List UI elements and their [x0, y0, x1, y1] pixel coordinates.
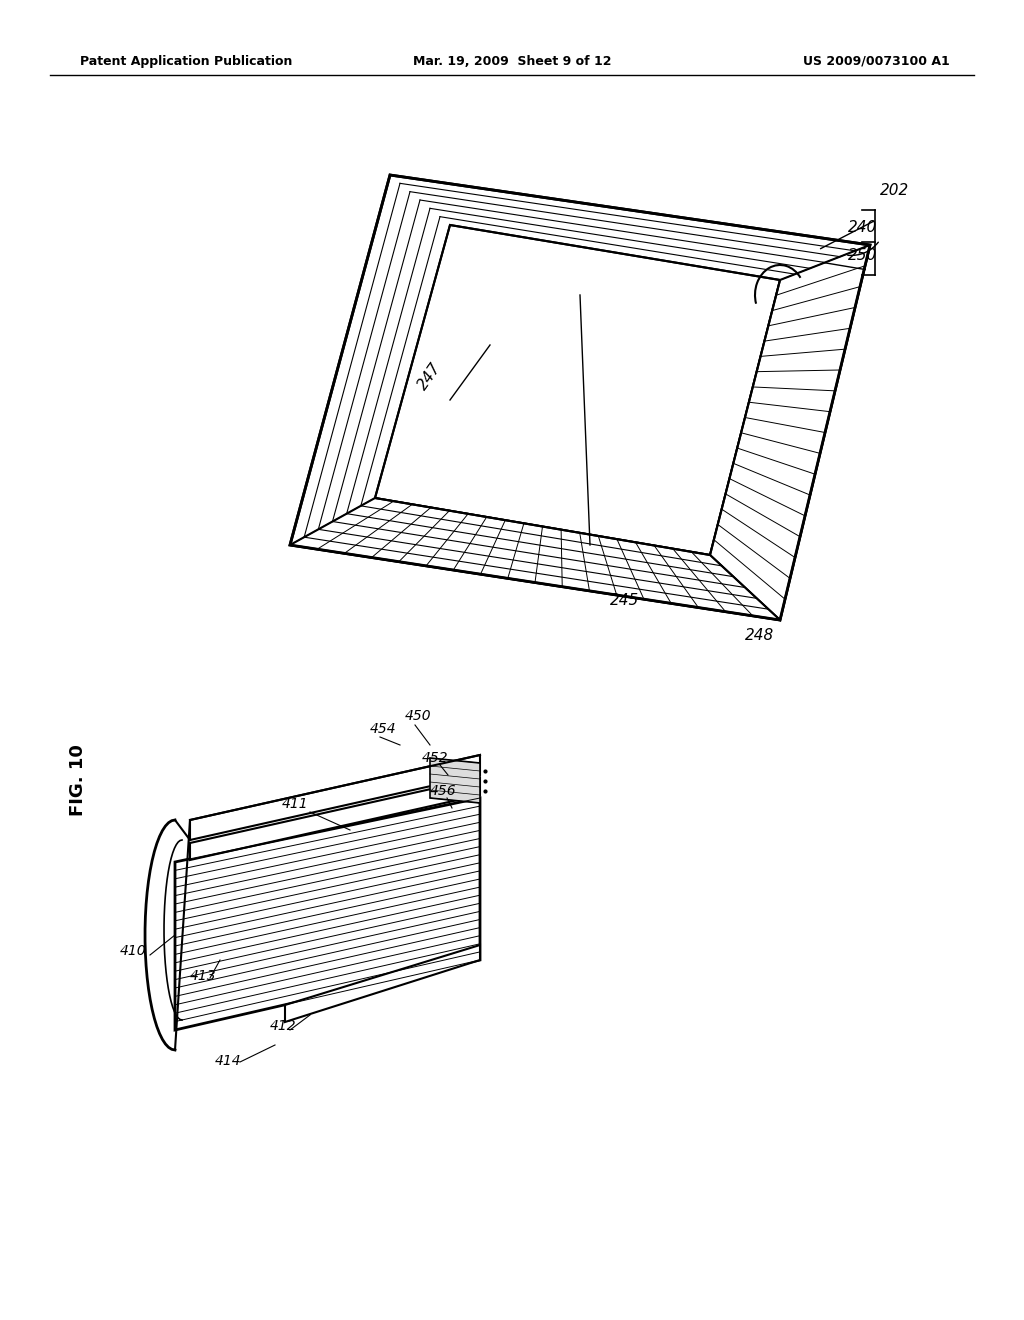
Text: 411: 411 [282, 797, 308, 810]
Text: 454: 454 [370, 722, 396, 737]
Text: 248: 248 [745, 628, 774, 643]
Text: 240: 240 [848, 220, 878, 235]
Text: 245: 245 [610, 593, 639, 609]
Text: 452: 452 [422, 751, 449, 766]
Text: 202: 202 [880, 183, 909, 198]
Text: 412: 412 [270, 1019, 297, 1034]
Text: 414: 414 [215, 1053, 242, 1068]
Text: 250: 250 [848, 248, 878, 263]
Text: Patent Application Publication: Patent Application Publication [80, 55, 293, 69]
Polygon shape [285, 945, 480, 1022]
Text: FIG. 10: FIG. 10 [69, 744, 87, 816]
Text: 247: 247 [415, 360, 444, 393]
Polygon shape [710, 246, 870, 620]
Polygon shape [375, 224, 780, 554]
Text: 456: 456 [430, 784, 457, 799]
Polygon shape [290, 498, 780, 620]
Text: Mar. 19, 2009  Sheet 9 of 12: Mar. 19, 2009 Sheet 9 of 12 [413, 55, 611, 69]
Text: US 2009/0073100 A1: US 2009/0073100 A1 [803, 55, 950, 69]
Polygon shape [190, 777, 480, 861]
Polygon shape [430, 758, 480, 803]
Polygon shape [290, 176, 870, 620]
Polygon shape [190, 755, 480, 840]
Text: 413: 413 [190, 969, 217, 983]
Text: 450: 450 [406, 709, 432, 723]
Text: 410: 410 [120, 944, 146, 958]
